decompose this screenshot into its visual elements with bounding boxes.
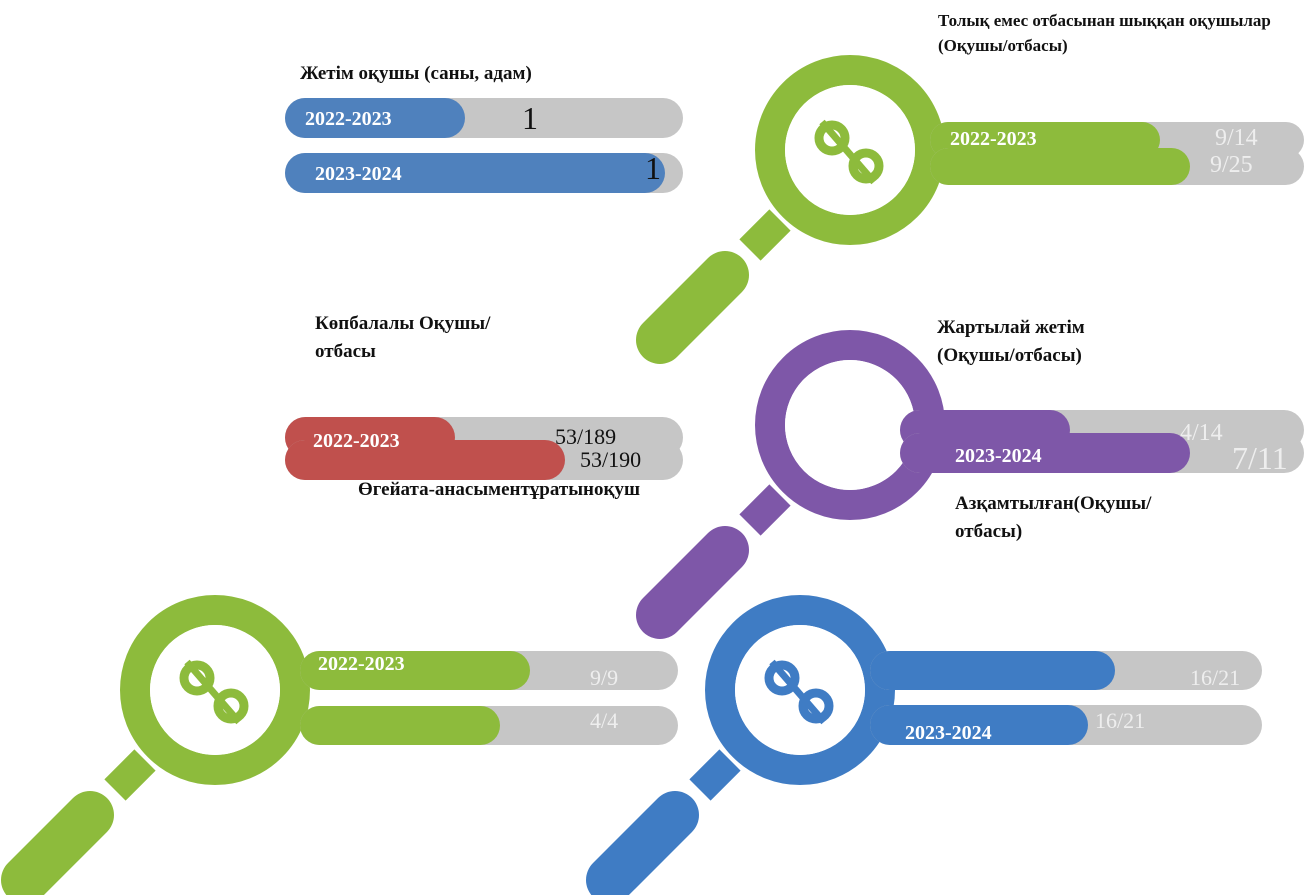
percent-slash bbox=[769, 659, 827, 725]
panel-title: Көпбалалы Оқушы/отбасы bbox=[315, 313, 491, 362]
panel-title: Толық емес отбасынан шыққан оқушылар (Оқ… bbox=[938, 11, 1271, 55]
year-label: 2022-2023 bbox=[305, 108, 392, 130]
magnifier-neck bbox=[689, 749, 741, 801]
panel-title: Жетім оқушы (саны, адам) bbox=[300, 63, 532, 84]
year-label: 2023-2024 bbox=[315, 163, 402, 185]
percent-dot bbox=[764, 660, 800, 696]
year-label: 2023-2024 bbox=[905, 722, 992, 744]
year-label: 2022-2023 bbox=[318, 653, 405, 675]
year-label: 2022-2023 bbox=[313, 430, 400, 452]
bar-fill bbox=[300, 706, 500, 745]
bar-fill bbox=[870, 651, 1115, 690]
value-label: 9/9 bbox=[590, 665, 619, 690]
bar-fill bbox=[285, 153, 665, 193]
value-label: 53/190 bbox=[580, 447, 642, 472]
bar-fill bbox=[900, 433, 1190, 473]
percent-slash bbox=[819, 119, 877, 185]
magnifier-handle bbox=[1, 791, 114, 895]
bar-fill bbox=[930, 148, 1190, 185]
value-label: 9/14 bbox=[1215, 125, 1258, 151]
value-label: 1 bbox=[522, 100, 538, 136]
magnifier-neck bbox=[104, 749, 156, 801]
percent-dot bbox=[798, 688, 834, 724]
year-label: 2022-2023 bbox=[950, 128, 1037, 150]
magnifier-ring bbox=[120, 595, 310, 785]
value-label: 1 bbox=[645, 150, 661, 186]
magnifier-handle bbox=[636, 526, 749, 639]
value-label: 53/189 bbox=[555, 424, 617, 449]
percent-dot bbox=[213, 688, 249, 724]
panel-title: Азқамтылған(Оқушы/отбасы) bbox=[955, 493, 1152, 542]
value-label: 9/25 bbox=[1210, 152, 1253, 178]
magnifier-neck bbox=[739, 484, 791, 536]
bar-fill bbox=[285, 440, 565, 480]
year-label: 2023-2024 bbox=[955, 445, 1042, 467]
magnifier-handle bbox=[636, 251, 749, 364]
magnifier-ring bbox=[755, 55, 945, 245]
bar-fill bbox=[870, 705, 1088, 745]
percent-dot bbox=[848, 148, 884, 184]
value-label: 7/11 bbox=[1232, 440, 1288, 476]
bar-fill bbox=[300, 651, 530, 690]
percent-dot bbox=[814, 120, 850, 156]
value-label: 16/21 bbox=[1190, 665, 1241, 690]
value-label: 4/4 bbox=[590, 708, 619, 733]
panel-title: Өгейата-анасыментұратыноқуш bbox=[358, 479, 640, 500]
value-label: 4/14 bbox=[1180, 420, 1223, 446]
magnifier-neck bbox=[739, 209, 791, 261]
value-label: 16/21 bbox=[1095, 708, 1146, 733]
panel-title: Жартылай жетім (Оқушы/отбасы) bbox=[937, 317, 1085, 366]
magnifier-handle bbox=[586, 791, 699, 895]
magnifier-lens bbox=[785, 360, 915, 490]
bar-fill bbox=[285, 98, 465, 138]
percent-slash bbox=[184, 659, 242, 725]
percent-dot bbox=[179, 660, 215, 696]
magnifier-ring bbox=[705, 595, 895, 785]
